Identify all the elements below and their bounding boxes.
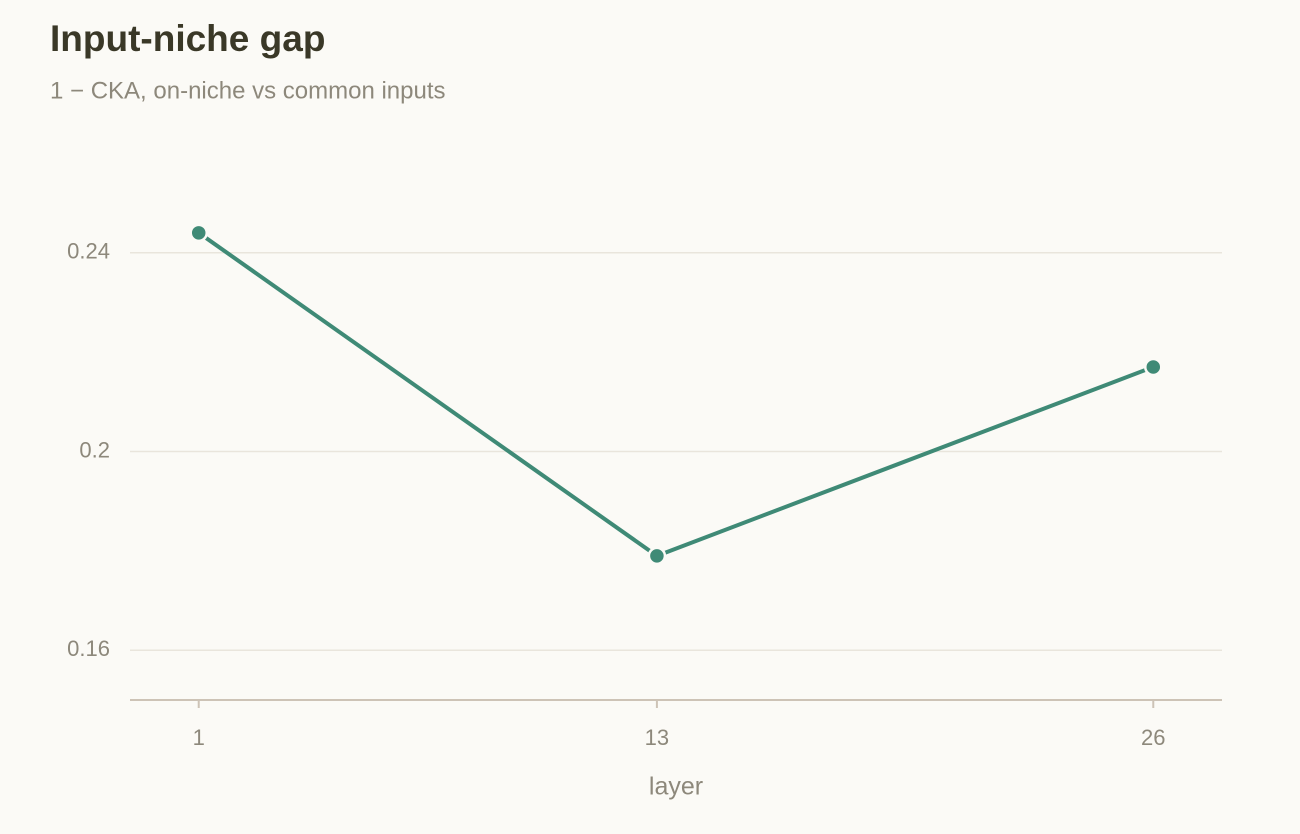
x-tick-label: 26 <box>1141 725 1165 750</box>
point <box>1144 357 1163 377</box>
chart-subtitle: 1 − CKA, on-niche vs common inputs <box>50 77 446 104</box>
point <box>647 546 667 566</box>
y-tick-label: 0.16 <box>67 636 110 661</box>
point <box>189 223 208 243</box>
x-tick-label: 13 <box>645 725 669 750</box>
chart-title: Input-niche gap <box>50 18 325 59</box>
x-tick-label: 1 <box>193 725 205 750</box>
x-axis-label: layer <box>649 773 703 801</box>
y-tick-label: 0.2 <box>79 437 110 462</box>
y-tick-label: 0.24 <box>67 239 110 264</box>
